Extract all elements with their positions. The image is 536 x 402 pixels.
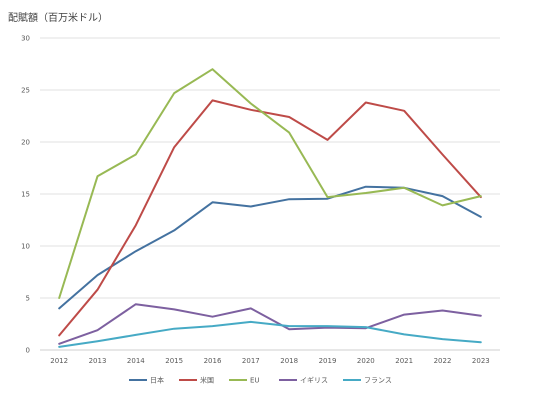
x-tick-label: 2015 xyxy=(165,357,183,365)
x-tick-label: 2012 xyxy=(50,357,68,365)
y-tick-label: 25 xyxy=(21,87,30,95)
legend-label-2: EU xyxy=(250,377,260,385)
y-tick-label: 20 xyxy=(21,139,30,147)
x-tick-label: 2020 xyxy=(357,357,375,365)
legend-label-0: 日本 xyxy=(150,376,164,385)
y-tick-label: 15 xyxy=(21,191,30,199)
legend-label-3: イギリス xyxy=(300,377,328,385)
x-tick-label: 2013 xyxy=(89,357,107,365)
legend-label-4: フランス xyxy=(364,377,392,385)
x-tick-label: 2019 xyxy=(319,357,337,365)
series-layer xyxy=(58,68,482,348)
series-line-1 xyxy=(58,99,482,337)
y-tick-label: 30 xyxy=(21,35,30,43)
axis-layer: 0 5 10 15 20 25 30 2012 2013 2014 2015 2016 2017 2018… xyxy=(21,35,500,365)
series-line-0 xyxy=(58,185,482,310)
grid-layer xyxy=(40,37,500,299)
chart-title: 配賦額（百万米ドル） xyxy=(8,13,108,24)
y-tick-label: 5 xyxy=(26,295,30,303)
legend: 日本 米国 EU イギリス フランス xyxy=(129,376,392,385)
x-tick-label: 2017 xyxy=(242,357,260,365)
x-tick-label: 2014 xyxy=(127,357,145,365)
x-tick-label: 2016 xyxy=(204,357,222,365)
x-tick-label: 2023 xyxy=(472,357,490,365)
y-tick-label: 10 xyxy=(21,243,30,251)
x-tick-label: 2021 xyxy=(395,357,413,365)
y-tick-label: 0 xyxy=(26,347,30,355)
legend-label-1: 米国 xyxy=(200,376,214,385)
x-tick-label: 2022 xyxy=(434,357,452,365)
series-line-4 xyxy=(58,320,482,348)
series-line-3 xyxy=(58,303,482,345)
x-tick-label: 2018 xyxy=(280,357,298,365)
series-line-2 xyxy=(58,68,482,299)
